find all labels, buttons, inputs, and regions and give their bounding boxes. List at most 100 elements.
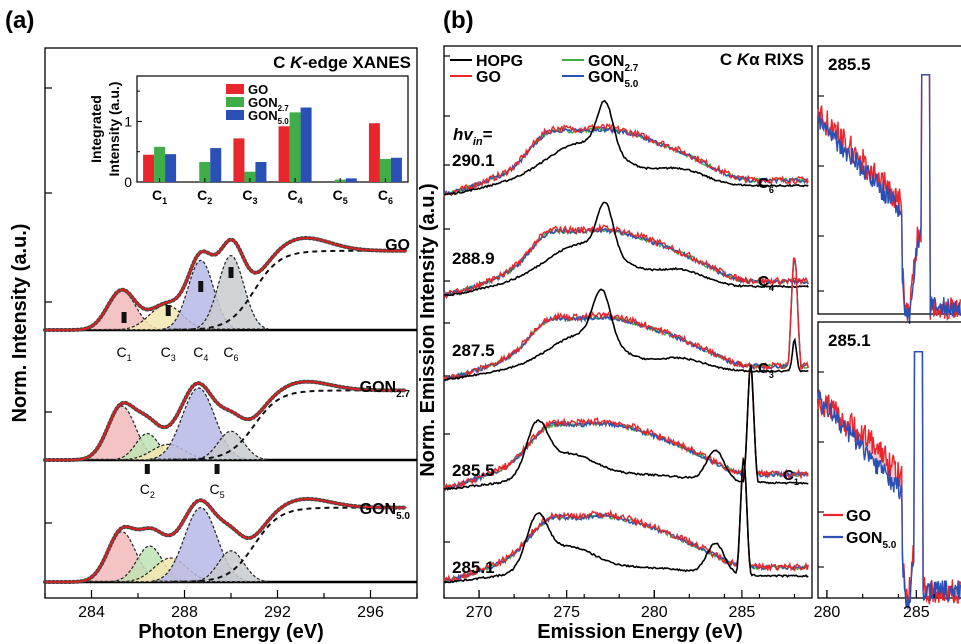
inset-legend-label: GO — [248, 82, 268, 97]
inset-bar-GON2.7-C2 — [199, 162, 211, 182]
xanes-sample-label: GON5.0 — [360, 501, 411, 522]
panel-b-title: C Kα RIXS — [720, 50, 804, 69]
inset-bar-GON2.7-C1 — [154, 146, 166, 182]
peak-marker — [144, 464, 150, 474]
rixs-excitation-label: 285.1 — [452, 558, 495, 577]
rixs-line-GO — [443, 257, 809, 382]
rixs-excitation-label: 287.5 — [452, 341, 495, 360]
rixs-excitation-label: 290.1 — [452, 151, 495, 170]
peak-label-C4: C4 — [193, 344, 208, 363]
inset-bar-GON2.7-C3 — [244, 171, 256, 182]
inset-ylabel-2: Intensity (a.u.) — [106, 82, 122, 177]
peak-marker — [198, 281, 204, 292]
rixs-line-HOPG — [443, 456, 809, 584]
rixs-legend-label: HOPG — [476, 53, 523, 70]
inset-bar-GO-C3 — [233, 138, 245, 182]
rixs-peak-label-C4: C4 — [758, 273, 774, 293]
inset-legend-label: GON2.7 — [248, 95, 289, 113]
zoom-xtick-label: 280 — [814, 604, 841, 621]
xanes-edge-step — [172, 506, 380, 583]
inset-bar-GO-C4 — [278, 126, 290, 182]
xanes-sample-label: GON2.7 — [360, 379, 411, 400]
inset-frame — [136, 75, 409, 183]
peak-label-C3: C3 — [161, 344, 176, 363]
inset-legend-label: GON5.0 — [248, 108, 289, 126]
panel-a-xtick-label: 296 — [357, 604, 384, 621]
panel-a-xtick-label: 284 — [78, 604, 105, 621]
panel-a-label: (a) — [5, 7, 34, 34]
zoom-xtick-label: 285 — [903, 604, 930, 621]
rixs-line-GO — [443, 458, 809, 584]
zoom-panel-label: 285.5 — [828, 55, 871, 74]
rixs-line-HOPG — [443, 288, 809, 381]
inset-legend-swatch — [226, 97, 244, 107]
peak-label-C5: C5 — [209, 481, 224, 500]
xanes-peak-c6 — [192, 430, 269, 461]
inset-ytick-label: 0 — [124, 174, 132, 190]
peak-label-C1: C1 — [116, 344, 131, 363]
xanes-sample-label: GO — [385, 237, 410, 254]
rixs-legend-label: GO — [476, 69, 501, 86]
panel-a-xlabel: Photon Energy (eV) — [138, 621, 324, 643]
rixs-legend-label: GON2.7 — [588, 53, 639, 74]
inset-bar-GON5.0-C4 — [300, 107, 312, 182]
panel-b-label: (b) — [443, 7, 474, 34]
inset-bar-GON5.0-C6 — [390, 157, 402, 182]
zoom-panel-frame — [817, 45, 961, 315]
inset-bar-GON5.0-C3 — [255, 162, 267, 182]
inset-bar-GO-C6 — [368, 123, 380, 182]
inset-bar-GON5.0-C2 — [210, 148, 222, 182]
peak-marker — [228, 267, 234, 278]
panel-a-ylabel: Norm. Intensity (a.u.) — [9, 224, 31, 423]
inset-xtick-label: C3 — [242, 187, 257, 206]
peak-label-C2: C2 — [140, 481, 155, 500]
panel-b-frame — [443, 45, 813, 599]
rixs-line-HOPG — [443, 364, 809, 491]
peak-marker — [121, 312, 127, 323]
rixs-line-GO — [443, 223, 809, 300]
rixs-line-GO — [443, 122, 809, 197]
zoom-line-GON5.0 — [817, 351, 961, 611]
panel-a-title: C K-edge XANES — [273, 53, 411, 72]
rixs-excitation-label: 285.5 — [452, 461, 495, 480]
panel-b-xtick-label: 280 — [641, 604, 668, 621]
inset-ytick-label: 1 — [124, 113, 132, 129]
inset-legend-swatch — [226, 84, 244, 94]
rixs-legend-label: GON5.0 — [588, 69, 639, 90]
panel-b-xtick-label: 270 — [466, 604, 493, 621]
xanes-edge-step — [172, 389, 380, 461]
inset-bar-GON2.7-C4 — [289, 112, 301, 182]
zoom-panel-label: 285.1 — [828, 331, 871, 350]
zoom-line-GO — [817, 74, 961, 322]
panel-a-xtick-label: 288 — [171, 604, 198, 621]
zoom-line-GO — [817, 351, 961, 605]
panel-b-xlabel: Emission Energy (eV) — [537, 621, 743, 643]
xanes-peak-c6 — [192, 254, 269, 330]
rixs-line-HOPG — [443, 99, 809, 196]
peak-marker — [214, 464, 220, 474]
xanes-fit-line — [45, 497, 407, 583]
inset-bar-GO-C1 — [143, 154, 155, 182]
peak-label-C6: C6 — [223, 344, 238, 363]
rixs-peak-label-C3: C3 — [758, 360, 774, 380]
inset-xtick-label: C4 — [288, 187, 303, 206]
xanes-peak-c6 — [192, 550, 269, 583]
panel-b-xtick-label: 275 — [553, 604, 580, 621]
rixs-line-HOPG — [443, 201, 809, 297]
inset-xtick-label: C5 — [333, 187, 348, 206]
xanes-fit-line — [45, 237, 407, 331]
inset-xtick-label: C2 — [197, 187, 212, 206]
rixs-excitation-label: 288.9 — [452, 249, 495, 268]
panel-b-xtick-label: 285 — [729, 604, 756, 621]
inset-bar-GON2.7-C6 — [379, 158, 391, 182]
hv-in-label: hvin= — [453, 125, 493, 148]
inset-xtick-label: C6 — [378, 187, 393, 206]
inset-ylabel-1: Integrated — [88, 95, 104, 163]
inset-bar-GON5.0-C5 — [345, 178, 357, 182]
inset-bar-GON5.0-C1 — [165, 154, 177, 182]
zoom-panel-frame — [817, 321, 961, 599]
rixs-peak-label-C1: C1 — [783, 467, 799, 487]
panel-b-ylabel: Norm. Emission Intensity (a.u.) — [417, 183, 439, 476]
inset-xtick-label: C1 — [152, 187, 167, 206]
